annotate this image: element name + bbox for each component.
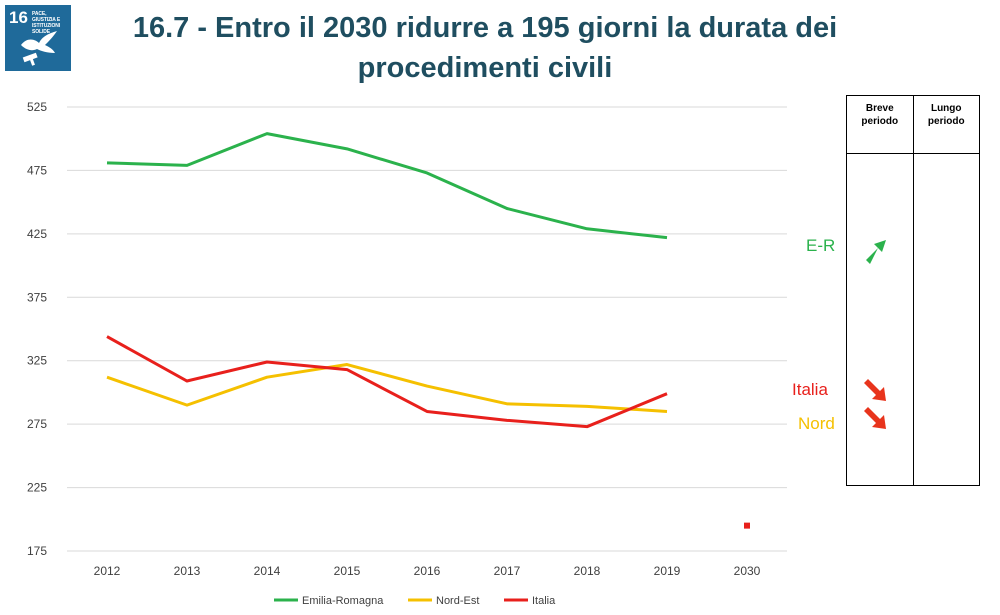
legend-entry: Emilia-Romagna <box>302 595 384 607</box>
series-line-emilia-romagna <box>106 132 668 240</box>
page-title: 16.7 - Entro il 2030 ridurre a 195 giorn… <box>132 12 838 84</box>
y-tick-label: 325 <box>27 354 47 368</box>
series-line-italia <box>106 335 668 429</box>
y-tick-label: 225 <box>27 481 47 495</box>
up-right-arrow-icon <box>866 240 886 264</box>
series-line-nord-est <box>106 363 668 413</box>
dove-gavel-icon <box>21 31 57 66</box>
y-tick-label: 475 <box>27 163 47 177</box>
x-tick-label: 2030 <box>734 564 761 578</box>
x-tick-label: 2014 <box>254 564 281 578</box>
trend-label-italia: Italia <box>792 380 828 399</box>
down-right-arrow-icon <box>864 407 886 429</box>
x-tick-label: 2019 <box>654 564 681 578</box>
trend-table: Breve periodo Lungo periodo <box>846 95 980 486</box>
legend-entry: Nord-Est <box>436 595 479 607</box>
x-tick-label: 2013 <box>174 564 201 578</box>
x-tick-label: 2018 <box>574 564 601 578</box>
trend-col-breve: Breve periodo <box>847 96 913 485</box>
y-tick-label: 425 <box>27 227 47 241</box>
trend-label-nord: Nord <box>798 414 835 433</box>
y-tick-label: 525 <box>27 100 47 114</box>
sdg-number: 16 <box>9 8 28 27</box>
sdg-text: PACE, GIUSTIZIA E ISTITUZIONI SOLIDE <box>32 11 61 35</box>
x-tick-label: 2015 <box>334 564 361 578</box>
trend-header-breve: Breve periodo <box>847 96 913 154</box>
x-tick-label: 2017 <box>494 564 521 578</box>
target-marker <box>744 522 750 529</box>
trend-header-lungo: Lungo periodo <box>913 96 979 154</box>
y-tick-label: 175 <box>27 544 47 558</box>
x-tick-label: 2012 <box>94 564 121 578</box>
y-tick-label: 375 <box>27 290 47 304</box>
x-tick-label: 2016 <box>414 564 441 578</box>
down-right-arrow-icon <box>864 379 886 401</box>
sdg16-logo: 16 PACE, GIUSTIZIA E ISTITUZIONI SOLIDE <box>5 5 71 71</box>
trend-label-er: E-R <box>806 236 836 255</box>
trend-col-lungo: Lungo periodo <box>912 96 979 485</box>
legend-entry: Italia <box>532 595 556 607</box>
y-tick-label: 275 <box>27 417 47 431</box>
